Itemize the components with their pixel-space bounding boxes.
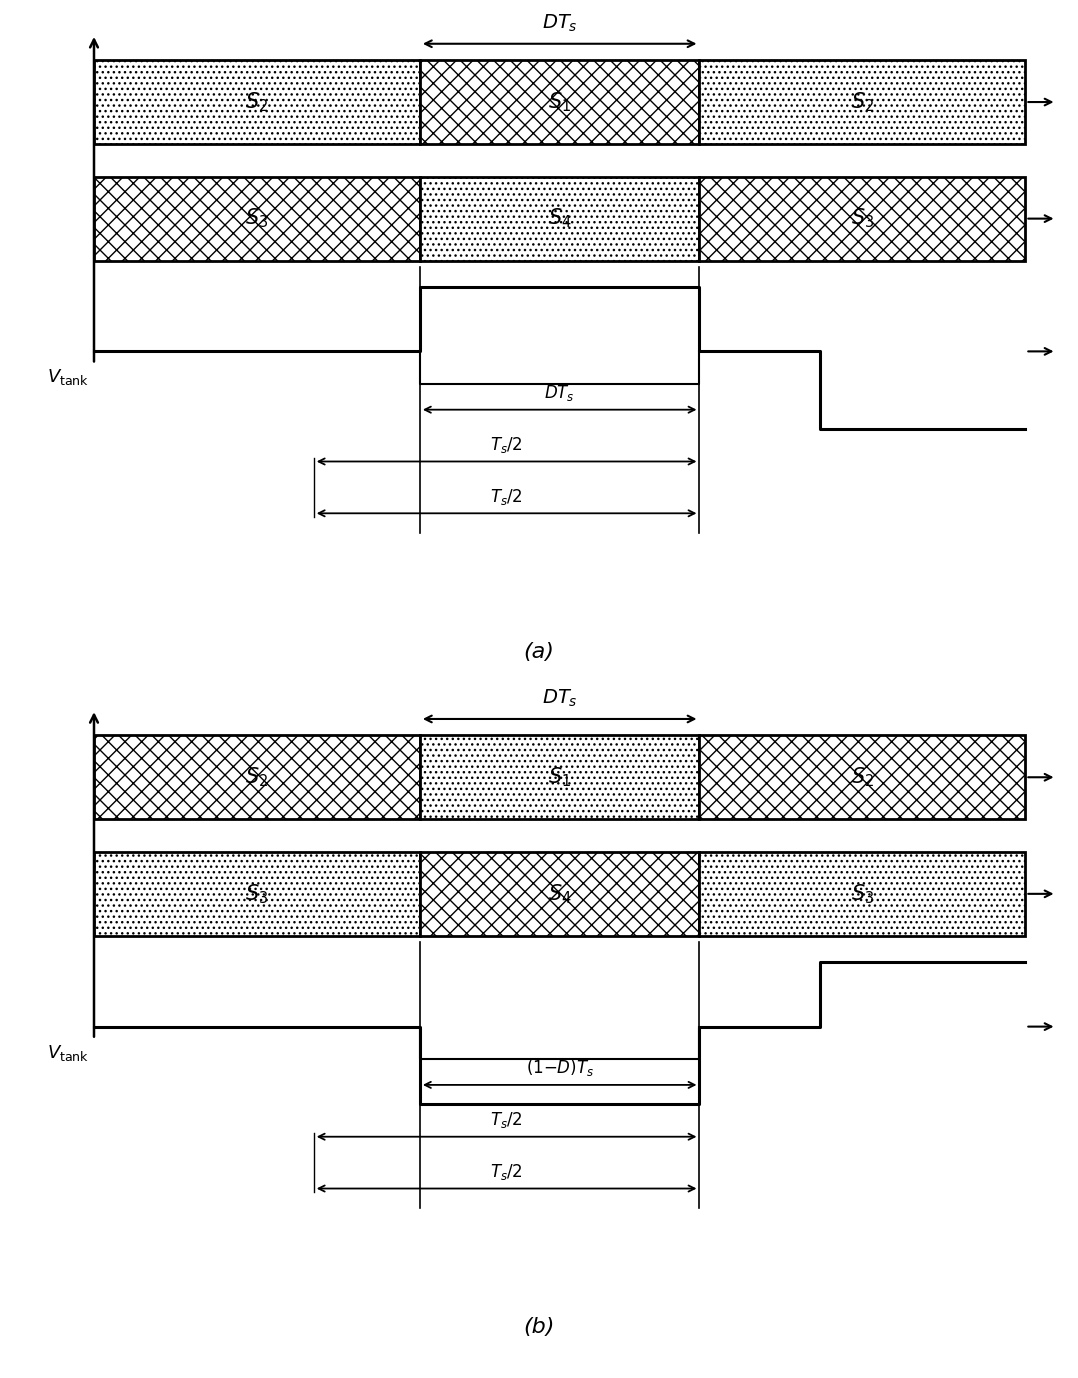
Text: $DT_s$: $DT_s$ xyxy=(542,12,578,34)
Text: $S_{3}$: $S_{3}$ xyxy=(851,882,874,905)
Bar xyxy=(94,736,420,820)
Bar xyxy=(700,176,1025,260)
Text: $S_{3}$: $S_{3}$ xyxy=(851,207,874,230)
Text: $DT_s$: $DT_s$ xyxy=(544,383,575,404)
Bar xyxy=(420,852,700,936)
Bar xyxy=(700,736,1025,820)
Bar xyxy=(700,59,1025,145)
Text: $(1{-}D)T_s$: $(1{-}D)T_s$ xyxy=(526,1057,594,1079)
Bar xyxy=(420,176,700,260)
Text: $S_{3}$: $S_{3}$ xyxy=(246,882,268,905)
Text: $S_{2}$: $S_{2}$ xyxy=(246,765,268,790)
Text: $S_{2}$: $S_{2}$ xyxy=(851,90,874,114)
Text: $V_{\rm tank}$: $V_{\rm tank}$ xyxy=(46,1043,88,1062)
Text: $V_{\rm tank}$: $V_{\rm tank}$ xyxy=(46,368,88,387)
Text: $T_s/2$: $T_s/2$ xyxy=(490,1162,523,1182)
Text: $S_{2}$: $S_{2}$ xyxy=(851,765,874,790)
Text: $T_s/2$: $T_s/2$ xyxy=(490,1111,523,1130)
Text: $S_{1}$: $S_{1}$ xyxy=(548,765,571,790)
Text: $S_{3}$: $S_{3}$ xyxy=(246,207,268,230)
Bar xyxy=(94,59,420,145)
Text: (a): (a) xyxy=(524,642,554,663)
Bar xyxy=(94,852,420,936)
Text: $DT_s$: $DT_s$ xyxy=(542,688,578,710)
Bar xyxy=(94,176,420,260)
Bar xyxy=(420,59,700,145)
Text: $T_s/2$: $T_s/2$ xyxy=(490,435,523,455)
Text: $T_s/2$: $T_s/2$ xyxy=(490,486,523,507)
Text: $S_{2}$: $S_{2}$ xyxy=(246,90,268,114)
Text: $S_{4}$: $S_{4}$ xyxy=(548,882,571,905)
Text: (b): (b) xyxy=(523,1317,555,1338)
Bar xyxy=(420,736,700,820)
Text: $S_{1}$: $S_{1}$ xyxy=(548,90,571,114)
Text: $S_{4}$: $S_{4}$ xyxy=(548,207,571,230)
Bar xyxy=(700,852,1025,936)
